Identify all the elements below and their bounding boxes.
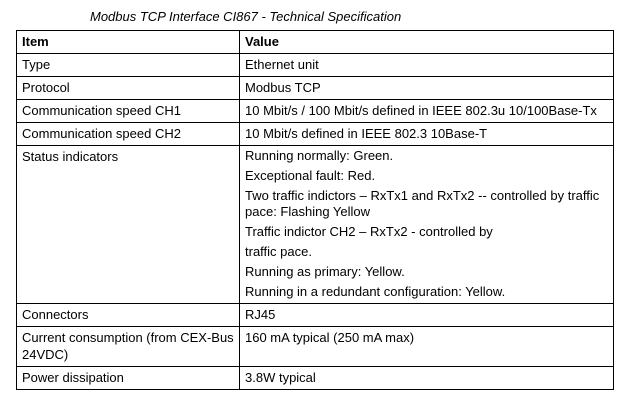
item-cell: Current consumption (from CEX-Bus 24VDC) xyxy=(16,326,240,367)
status-line: Running in a redundant configuration: Ye… xyxy=(245,284,506,299)
table-row: Power dissipation 3.8W typical xyxy=(16,366,614,390)
item-cell: Type xyxy=(16,53,240,77)
item-cell: Communication speed CH2 xyxy=(16,122,240,146)
table-row: Communication speed CH1 10 Mbit/s / 100 … xyxy=(16,99,614,123)
header-item: Item xyxy=(16,30,240,54)
value-cell: Ethernet unit xyxy=(239,53,614,77)
status-line: Running normally: Green. xyxy=(245,148,394,163)
table-row: Status indicators Running normally: Gree… xyxy=(16,145,614,304)
header-value: Value xyxy=(239,30,614,54)
table-row: Protocol Modbus TCP xyxy=(16,76,614,100)
value-cell: RJ45 xyxy=(239,303,614,327)
item-cell: Communication speed CH1 xyxy=(16,99,240,123)
status-line: Two traffic indictors – RxTx1 and RxTx2 … xyxy=(245,188,600,219)
value-cell: Running normally: Green. Exceptional fau… xyxy=(239,145,614,304)
value-cell: 10 Mbit/s / 100 Mbit/s defined in IEEE 8… xyxy=(239,99,614,123)
item-cell: Connectors xyxy=(16,303,240,327)
status-line: Running as primary: Yellow. xyxy=(245,264,405,279)
table-row: Communication speed CH2 10 Mbit/s define… xyxy=(16,122,614,146)
value-cell: 10 Mbit/s defined in IEEE 802.3 10Base-T xyxy=(239,122,614,146)
table-row: Current consumption (from CEX-Bus 24VDC)… xyxy=(16,326,614,367)
specification-table: Item Value Type Ethernet unit Protocol M… xyxy=(16,30,614,390)
table-row: Connectors RJ45 xyxy=(16,303,614,327)
item-cell: Power dissipation xyxy=(16,366,240,390)
status-line: Exceptional fault: Red. xyxy=(245,168,376,183)
table-caption: Modbus TCP Interface CI867 - Technical S… xyxy=(90,9,402,24)
header-row: Item Value xyxy=(16,30,614,54)
status-line: Traffic indictor CH2 – RxTx2 - controlle… xyxy=(245,224,493,239)
value-cell: 160 mA typical (250 mA max) xyxy=(239,326,614,367)
item-cell: Status indicators xyxy=(16,145,240,304)
value-cell: Modbus TCP xyxy=(239,76,614,100)
item-cell: Protocol xyxy=(16,76,240,100)
table-row: Type Ethernet unit xyxy=(16,53,614,77)
status-line: traffic pace. xyxy=(245,244,312,259)
value-cell: 3.8W typical xyxy=(239,366,614,390)
